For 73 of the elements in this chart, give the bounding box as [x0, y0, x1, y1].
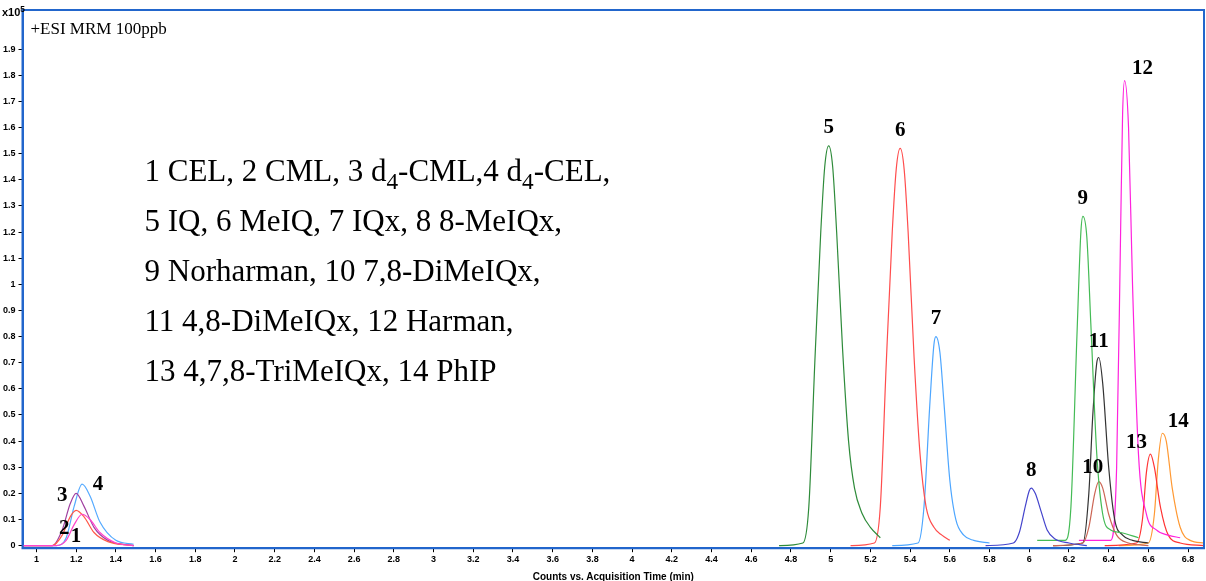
x-tick-label: 1.2	[69, 554, 83, 565]
x-tick-label: 4.4	[705, 554, 718, 565]
line-series	[984, 487, 1088, 547]
y-tick-label: 0.6	[3, 383, 16, 394]
line-series	[891, 335, 991, 547]
y-tick-label: 0	[10, 540, 16, 551]
x-tick-label: 1.4	[109, 554, 123, 565]
annotation: 3	[56, 481, 68, 506]
x-tick-label: 2.6	[347, 554, 361, 565]
y-tick-label: 0.1	[3, 513, 16, 524]
y-tick-label: 0.5	[3, 409, 16, 420]
x-tick-label: 4.2	[665, 554, 679, 565]
annotation: 5	[823, 114, 834, 139]
annotation: 10	[1082, 454, 1104, 478]
x-tick-label: 4.6	[745, 554, 758, 565]
x-tick-label: 1	[33, 554, 39, 565]
annotation: 9 Norharman, 10 7,8-DiMeIQx,	[144, 253, 541, 288]
y-tick-label: 0.8	[3, 331, 16, 342]
x-tick-label: 3.8	[586, 554, 599, 565]
line-series	[778, 145, 881, 547]
x-tick-label: 6	[1026, 554, 1032, 565]
annotation: 5 IQ, 6 MeIQ, 7 IQx, 8 8-MeIQx,	[144, 203, 563, 238]
x-tick-label: 4	[629, 554, 635, 565]
x-tick-label: 2	[232, 554, 238, 565]
annotation: 9	[1077, 184, 1089, 209]
y-tick-label: 0.9	[3, 304, 16, 315]
annotation: 13	[1125, 428, 1147, 453]
text: +ESI MRM 100ppb	[30, 19, 167, 38]
x-tick-label: 3.4	[506, 554, 520, 565]
y-tick-label: 1.3	[3, 200, 16, 211]
y-tick-label: 0.3	[3, 461, 16, 472]
y-tick-label: 1.8	[3, 69, 16, 80]
y-tick-label: 1.1	[3, 252, 16, 263]
x-tick-label: 2.8	[387, 554, 401, 565]
y-tick-label: 1.4	[3, 174, 16, 185]
x-tick-label: 3.2	[467, 554, 480, 565]
annotation: 14	[1167, 407, 1190, 432]
x-tick-label: 1.6	[149, 554, 162, 565]
x-tick-label: 5.8	[983, 554, 996, 565]
annotation: 12	[1132, 54, 1154, 79]
annotation: 8	[1025, 456, 1037, 481]
annotation: 13 4,7,8-TriMeIQx, 14 PhIP	[144, 353, 497, 388]
annotation: 1	[70, 522, 82, 547]
x-tick-label: 4.8	[784, 554, 798, 565]
y-tick-label: 1.5	[3, 148, 16, 159]
y-tick-label: 0.4	[3, 435, 16, 446]
y-tick-label: 1.6	[3, 122, 16, 133]
y-tick-label: 1.9	[3, 43, 16, 54]
x-tick-label: 6.4	[1102, 554, 1115, 565]
line-series	[849, 147, 951, 547]
line-series	[1104, 453, 1204, 547]
x-tick-label: 2.2	[268, 554, 281, 565]
annotation: 7	[930, 305, 942, 329]
x-tick-label: 6.6	[1142, 554, 1155, 565]
x-tick-label: 5.4	[903, 554, 917, 565]
annotation: 11 4,8-DiMeIQx, 12 Harman,	[144, 303, 514, 338]
y-tick-label: 0.7	[3, 357, 16, 368]
x-tick-label: 5.2	[864, 554, 877, 565]
x-tick-label: 6.8	[1181, 554, 1195, 565]
x-tick-label: 5	[828, 554, 834, 565]
x-tick-label: 2.4	[308, 554, 321, 565]
x-tick-label: 5.6	[943, 554, 957, 565]
annotation: 4	[92, 470, 104, 495]
x-tick-label: 3	[431, 554, 437, 565]
x-tick-label: 1.8	[189, 554, 202, 565]
x-tick-label: 3.6	[546, 554, 559, 565]
annotation: 6	[894, 116, 906, 141]
y-tick-label: 1	[10, 278, 16, 289]
y-tick-label: 1.7	[3, 95, 16, 106]
line-series	[1052, 480, 1149, 547]
x-tick-label: 6.2	[1062, 554, 1076, 565]
y-tick-label: 0.2	[3, 487, 16, 498]
y-tick-label: 1.2	[3, 226, 16, 237]
